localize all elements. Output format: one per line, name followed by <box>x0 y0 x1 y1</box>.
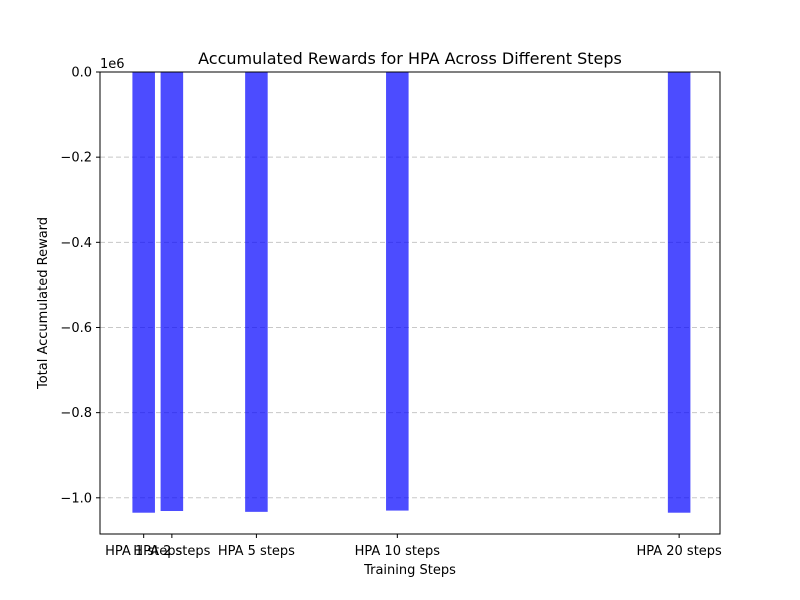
plot-frame <box>99 71 721 535</box>
bars <box>132 72 691 513</box>
y-offset-label: 1e6 <box>100 57 125 72</box>
y-tick-label: −1.0 <box>60 491 92 506</box>
x-tick-label: HPA 5 steps <box>218 544 295 559</box>
x-tick-label: HPA 20 steps <box>636 544 722 559</box>
y-tick-label: −0.2 <box>60 151 92 166</box>
y-ticks: 0.0 −0.2 −0.4 −0.6 −0.8 −1.0 <box>60 66 100 506</box>
y-tick-label: 0.0 <box>71 66 92 81</box>
x-tick-label: HPA 2 steps <box>133 544 210 559</box>
bar <box>667 72 691 513</box>
x-tick-label: HPA 10 steps <box>355 544 441 559</box>
grid-lines <box>100 156 720 499</box>
bar <box>386 72 409 511</box>
y-tick-label: −0.8 <box>60 406 92 421</box>
bar <box>245 72 268 512</box>
chart-title: Accumulated Rewards for HPA Across Diffe… <box>198 49 622 68</box>
y-axis-label: Total Accumulated Reward <box>36 217 51 390</box>
x-tick-label: HPA 1 steps <box>105 544 182 559</box>
x-axis-label: Training Steps <box>363 563 456 578</box>
bar <box>132 72 155 513</box>
y-tick-label: −0.4 <box>60 236 92 251</box>
y-tick-label: −0.6 <box>60 321 92 336</box>
bar <box>160 72 184 512</box>
